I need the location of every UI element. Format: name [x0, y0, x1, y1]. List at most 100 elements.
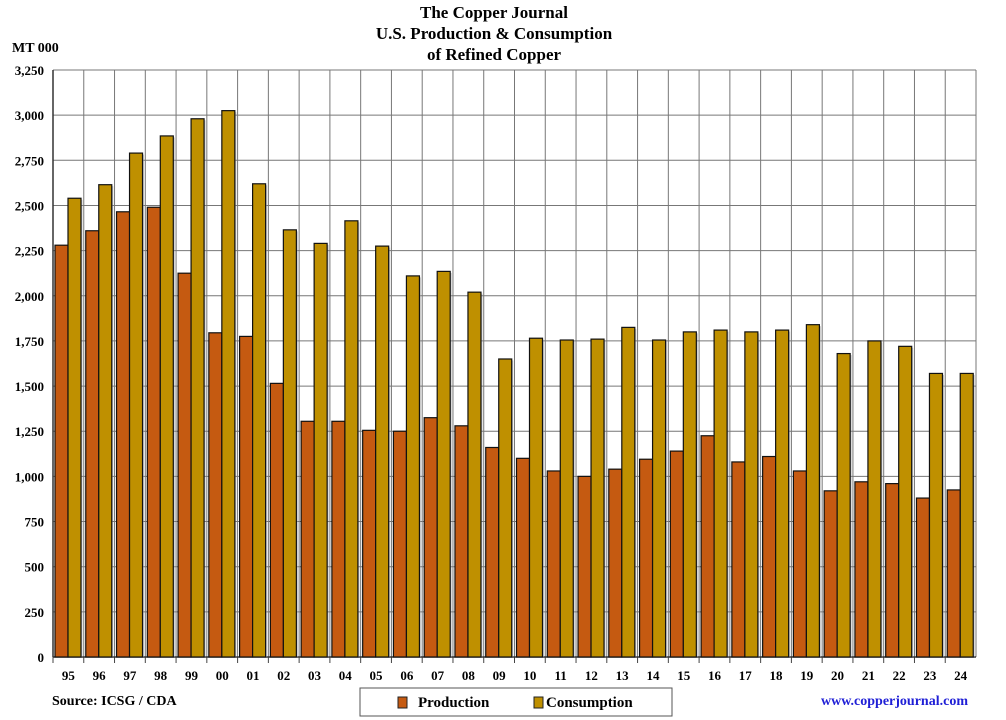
x-tick-label: 09	[493, 668, 507, 683]
bar-production-05	[362, 429, 377, 658]
bars	[54, 110, 975, 658]
y-tick-label: 1,000	[15, 469, 44, 484]
x-tick-label: 04	[339, 668, 353, 683]
bar-consumption-99	[190, 118, 205, 658]
bar-production-12	[577, 475, 592, 658]
bar-consumption-04	[344, 220, 359, 658]
y-tick-label: 3,000	[15, 108, 44, 123]
bar-production-04	[331, 420, 346, 658]
x-tick-label: 12	[585, 668, 598, 683]
bar-production-11	[546, 470, 561, 658]
x-axis-ticks: 95 96 97 98 99 00 01 02 03 04 05 06 07 08 09 10 11 12 13 14…	[62, 668, 968, 683]
bar-production-23	[915, 497, 931, 658]
bar-consumption-95	[67, 197, 82, 658]
x-tick-label: 16	[708, 668, 722, 683]
x-tick-label: 01	[246, 668, 259, 683]
bar-production-08	[454, 425, 469, 658]
bar-production-24	[946, 489, 961, 658]
x-tick-label: 22	[893, 668, 906, 683]
gridlines	[52, 69, 977, 663]
bar-production-09	[485, 446, 500, 658]
bar-consumption-21	[867, 340, 882, 658]
x-tick-label: 10	[523, 668, 536, 683]
bar-consumption-10	[528, 337, 544, 658]
bar-production-03	[300, 420, 315, 658]
y-tick-label: 1,500	[15, 379, 44, 394]
bar-production-15	[669, 450, 684, 658]
bar-consumption-97	[128, 152, 144, 658]
bar-consumption-00	[221, 110, 236, 658]
bar-consumption-14	[651, 339, 667, 658]
y-tick-label: 1,750	[15, 334, 44, 349]
bar-production-16	[700, 435, 715, 658]
chart-subtitle-1: U.S. Production & Consumption	[376, 24, 613, 43]
bar-consumption-16	[713, 329, 728, 658]
chart-title: The Copper Journal	[420, 3, 568, 22]
x-tick-label: 06	[400, 668, 414, 683]
bar-production-98	[146, 206, 161, 658]
y-tick-label: 0	[38, 650, 45, 665]
x-tick-label: 00	[216, 668, 229, 683]
bar-consumption-02	[282, 229, 297, 658]
bar-production-18	[762, 455, 777, 658]
x-tick-label: 11	[555, 668, 567, 683]
x-tick-label: 21	[862, 668, 875, 683]
bar-production-19	[792, 470, 808, 658]
bar-production-99	[177, 272, 192, 658]
x-tick-label: 19	[800, 668, 814, 683]
bar-production-97	[115, 211, 131, 658]
bar-consumption-98	[159, 135, 174, 658]
bar-production-06	[392, 430, 408, 658]
x-tick-label: 08	[462, 668, 476, 683]
bar-production-20	[823, 490, 838, 658]
bar-consumption-05	[375, 245, 390, 658]
y-axis-label: MT 000	[12, 41, 59, 56]
x-tick-label: 99	[185, 668, 199, 683]
bar-production-22	[885, 483, 900, 658]
y-tick-label: 2,750	[15, 153, 44, 168]
y-axis-ticks: 0 250 500 750 1,000 1,250 1,500 1,750 2,000 2,250…	[15, 63, 44, 665]
bar-production-96	[85, 230, 100, 658]
bar-production-13	[608, 468, 623, 658]
x-tick-label: 05	[370, 668, 384, 683]
bar-consumption-19	[805, 324, 821, 658]
y-tick-label: 500	[25, 560, 45, 575]
bar-consumption-07	[436, 270, 451, 658]
x-tick-label: 20	[831, 668, 844, 683]
bar-consumption-11	[559, 339, 574, 658]
bar-consumption-17	[744, 331, 759, 658]
bar-production-01	[239, 335, 254, 658]
source-note: Source: ICSG / CDA	[52, 694, 177, 709]
bar-consumption-03	[313, 242, 328, 658]
bar-production-00	[208, 332, 223, 658]
bar-production-17	[731, 461, 746, 658]
bar-production-07	[423, 417, 438, 658]
y-tick-label: 2,500	[15, 198, 44, 213]
bar-consumption-20	[836, 352, 851, 658]
y-tick-label: 2,000	[15, 289, 44, 304]
bar-consumption-96	[98, 184, 113, 658]
bar-production-95	[54, 244, 69, 658]
bar-consumption-24	[959, 372, 974, 658]
x-tick-label: 97	[123, 668, 137, 683]
x-tick-label: 96	[93, 668, 107, 683]
chart-subtitle-2: of Refined Copper	[427, 45, 562, 64]
y-tick-label: 2,250	[15, 244, 44, 259]
bar-production-02	[269, 382, 284, 658]
y-tick-label: 750	[25, 515, 45, 530]
legend: Production Consumption	[359, 687, 673, 717]
x-tick-label: 14	[646, 668, 660, 683]
x-tick-label: 24	[954, 668, 968, 683]
x-tick-label: 07	[431, 668, 445, 683]
legend-label-production: Production	[418, 695, 490, 711]
x-tick-label: 98	[154, 668, 168, 683]
bar-production-21	[854, 481, 869, 658]
y-tick-label: 250	[25, 605, 45, 620]
x-tick-label: 02	[277, 668, 290, 683]
website-link[interactable]: www.copperjournal.com	[821, 694, 968, 709]
y-tick-label: 3,250	[15, 63, 44, 78]
bar-consumption-22	[898, 345, 913, 658]
x-tick-label: 23	[923, 668, 937, 683]
x-tick-label: 03	[308, 668, 322, 683]
